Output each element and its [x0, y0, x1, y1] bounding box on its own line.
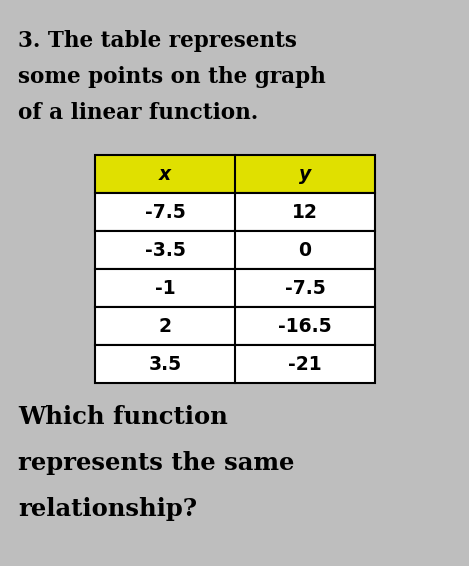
Text: 0: 0 [298, 241, 311, 259]
Text: Which function: Which function [18, 405, 228, 429]
Bar [95, 345, 375, 383]
Text: represents the same: represents the same [18, 451, 295, 475]
Text: -1: -1 [155, 278, 175, 298]
Text: -16.5: -16.5 [278, 316, 332, 336]
Bar [95, 231, 375, 269]
Text: -7.5: -7.5 [144, 203, 185, 221]
Bar [95, 269, 375, 307]
Bar [95, 155, 375, 193]
Text: 3. The table represents: 3. The table represents [18, 30, 297, 52]
Text: -3.5: -3.5 [144, 241, 185, 259]
Text: 12: 12 [292, 203, 318, 221]
Text: -21: -21 [288, 354, 322, 374]
Bar [95, 307, 375, 345]
Text: 2: 2 [159, 316, 172, 336]
Text: y: y [299, 165, 311, 183]
Text: 3.5: 3.5 [148, 354, 182, 374]
Text: relationship?: relationship? [18, 497, 197, 521]
Text: some points on the graph: some points on the graph [18, 66, 326, 88]
Text: x: x [159, 165, 171, 183]
Text: of a linear function.: of a linear function. [18, 102, 258, 124]
Text: -7.5: -7.5 [285, 278, 325, 298]
Bar [95, 193, 375, 231]
